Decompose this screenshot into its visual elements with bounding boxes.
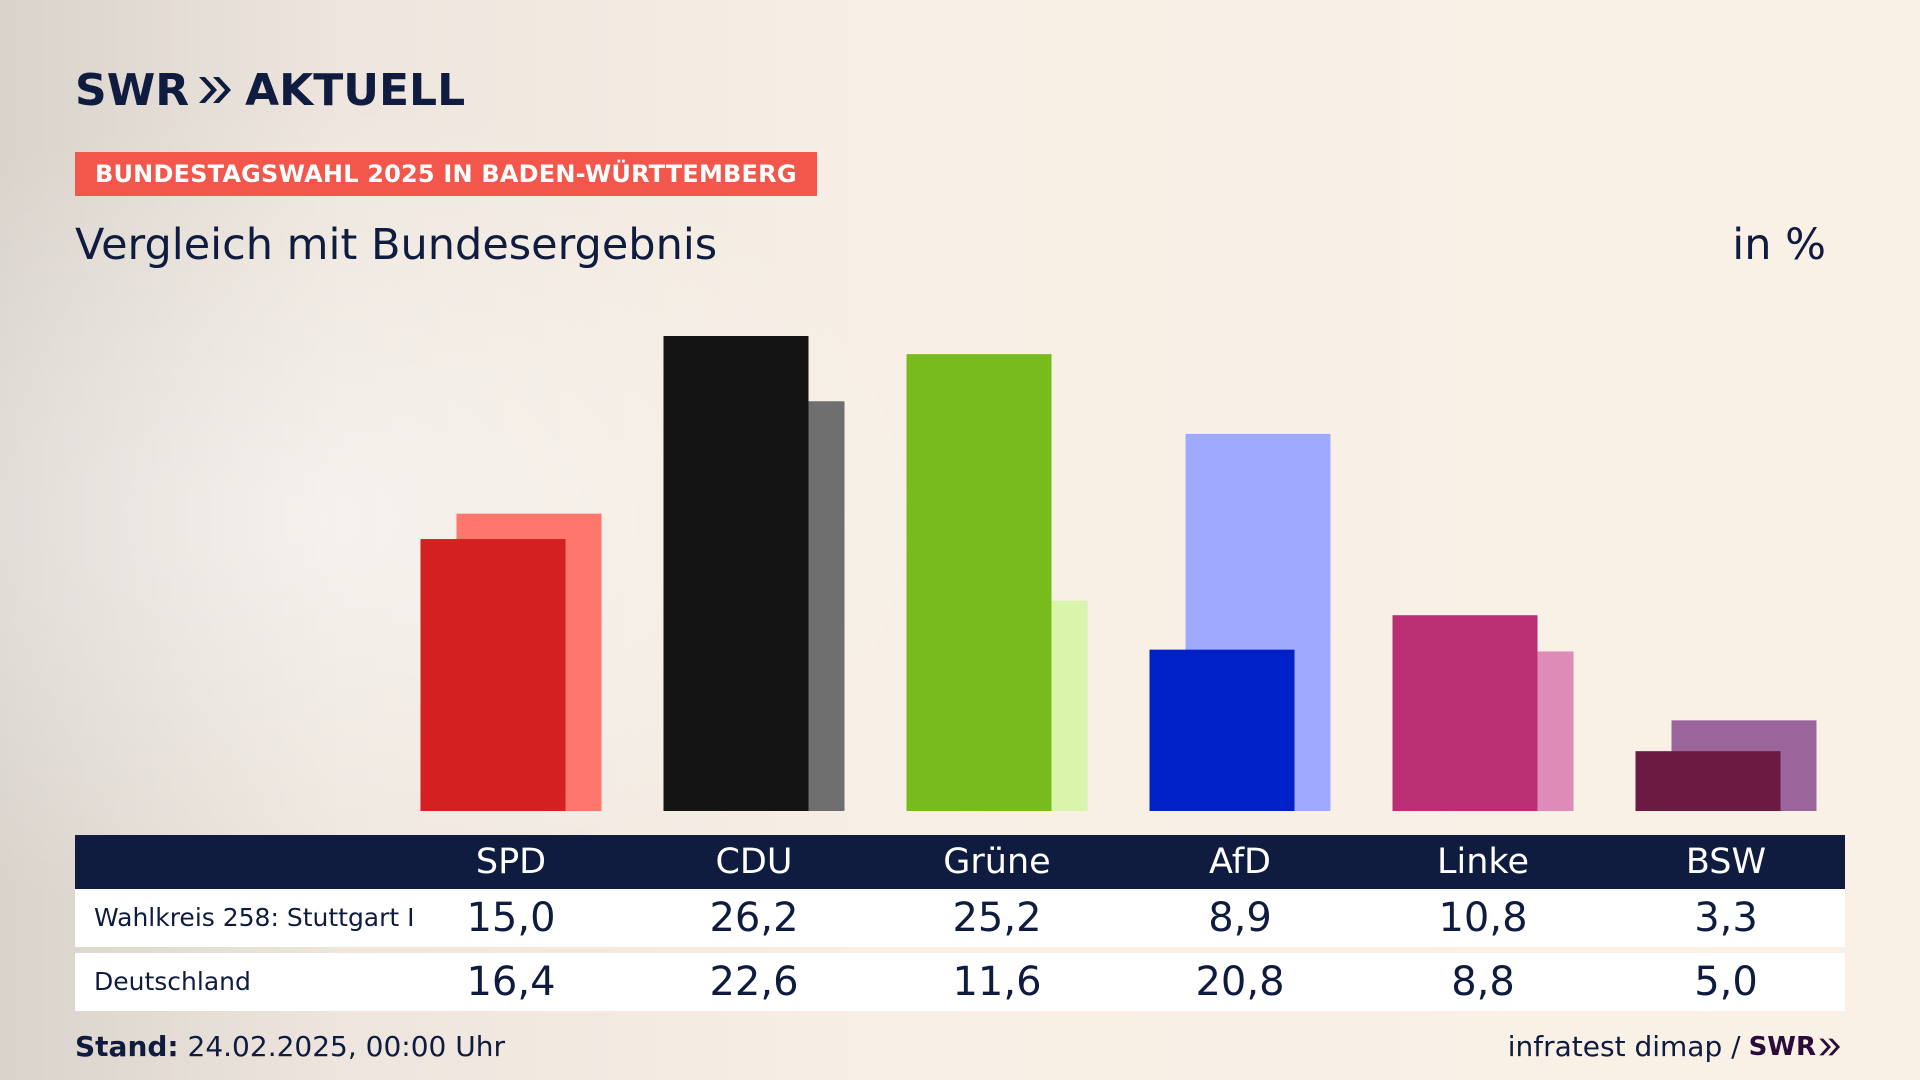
value-label-deutschland-linke: 8,8 bbox=[1451, 959, 1515, 1005]
value-label-deutschland-bsw: 5,0 bbox=[1694, 959, 1758, 1005]
stand-value: 24.02.2025, 00:00 Uhr bbox=[187, 1030, 505, 1063]
value-label-deutschland-afd: 20,8 bbox=[1195, 959, 1285, 1005]
bar-wahlkreis-linke bbox=[1392, 615, 1538, 811]
chart-subtitle: Vergleich mit Bundesergebnis bbox=[75, 220, 718, 270]
table-row-wahlkreis: Wahlkreis 258: Stuttgart I 15,0 26,2 25,2 8… bbox=[75, 889, 1845, 947]
footer-source: infratest dimap / SWR bbox=[1508, 1030, 1844, 1063]
footer-stand: Stand: 24.02.2025, 00:00 Uhr bbox=[75, 1030, 505, 1063]
category-label-bsw: BSW bbox=[1685, 842, 1767, 882]
source-text: infratest dimap / bbox=[1507, 1030, 1741, 1063]
swr-small-logo: SWR bbox=[1749, 1032, 1844, 1062]
value-label-wahlkreis-linke: 10,8 bbox=[1438, 895, 1528, 941]
double-chevron-right-icon bbox=[199, 77, 232, 103]
double-chevron-right-icon bbox=[1819, 1038, 1841, 1055]
value-label-wahlkreis-grüne: 25,2 bbox=[952, 895, 1042, 941]
value-label-deutschland-spd: 16,4 bbox=[466, 959, 556, 1005]
table-row-deutschland: Deutschland 16,4 22,6 11,6 20,8 8,8 5,0 bbox=[75, 953, 1845, 1011]
election-tag: BUNDESTAGSWAHL 2025 IN BADEN-WÜRTTEMBERG bbox=[75, 152, 817, 196]
bar-deutschland-spd bbox=[456, 513, 602, 811]
bar-wahlkreis-afd bbox=[1149, 649, 1295, 811]
category-label-cdu: CDU bbox=[715, 842, 793, 882]
value-label-wahlkreis-spd: 15,0 bbox=[466, 895, 556, 941]
category-label-spd: SPD bbox=[475, 842, 547, 882]
bar-wahlkreis-grüne bbox=[906, 354, 1052, 811]
bar-deutschland-linke bbox=[1428, 651, 1574, 811]
category-label-afd: AfD bbox=[1209, 842, 1271, 882]
table-header-row: SPD CDU Grüne AfD Linke BSW bbox=[75, 835, 1845, 889]
bar-deutschland-cdu bbox=[699, 401, 845, 811]
bar-deutschland-bsw bbox=[1671, 720, 1817, 811]
category-label-grüne: Grüne bbox=[943, 842, 1051, 882]
value-label-wahlkreis-bsw: 3,3 bbox=[1694, 895, 1758, 941]
swr-small-text: SWR bbox=[1748, 1031, 1816, 1062]
row-label-wahlkreis: Wahlkreis 258: Stuttgart I bbox=[94, 903, 415, 932]
logo-aktuell-text: AKTUELL bbox=[245, 64, 466, 116]
row-label-deutschland: Deutschland bbox=[94, 967, 251, 996]
bar-wahlkreis-cdu bbox=[663, 336, 809, 811]
bar-deutschland-grüne bbox=[942, 600, 1088, 811]
value-label-wahlkreis-cdu: 26,2 bbox=[709, 895, 799, 941]
bar-deutschland-afd bbox=[1185, 433, 1331, 811]
bar-wahlkreis-spd bbox=[420, 539, 566, 811]
results-table: SPD CDU Grüne AfD Linke BSW Wahlkreis 258: St… bbox=[75, 835, 1845, 1011]
category-label-linke: Linke bbox=[1437, 842, 1529, 882]
stand-label: Stand: bbox=[75, 1030, 179, 1063]
value-label-deutschland-cdu: 22,6 bbox=[709, 959, 799, 1005]
logo-swr-text: SWR bbox=[75, 64, 190, 116]
bar-wahlkreis-bsw bbox=[1635, 751, 1781, 811]
value-label-deutschland-grüne: 11,6 bbox=[952, 959, 1042, 1005]
swr-aktuell-logo: SWR AKTUELL bbox=[75, 64, 466, 116]
value-label-wahlkreis-afd: 8,9 bbox=[1208, 895, 1272, 941]
unit-label: in % bbox=[1732, 220, 1826, 270]
